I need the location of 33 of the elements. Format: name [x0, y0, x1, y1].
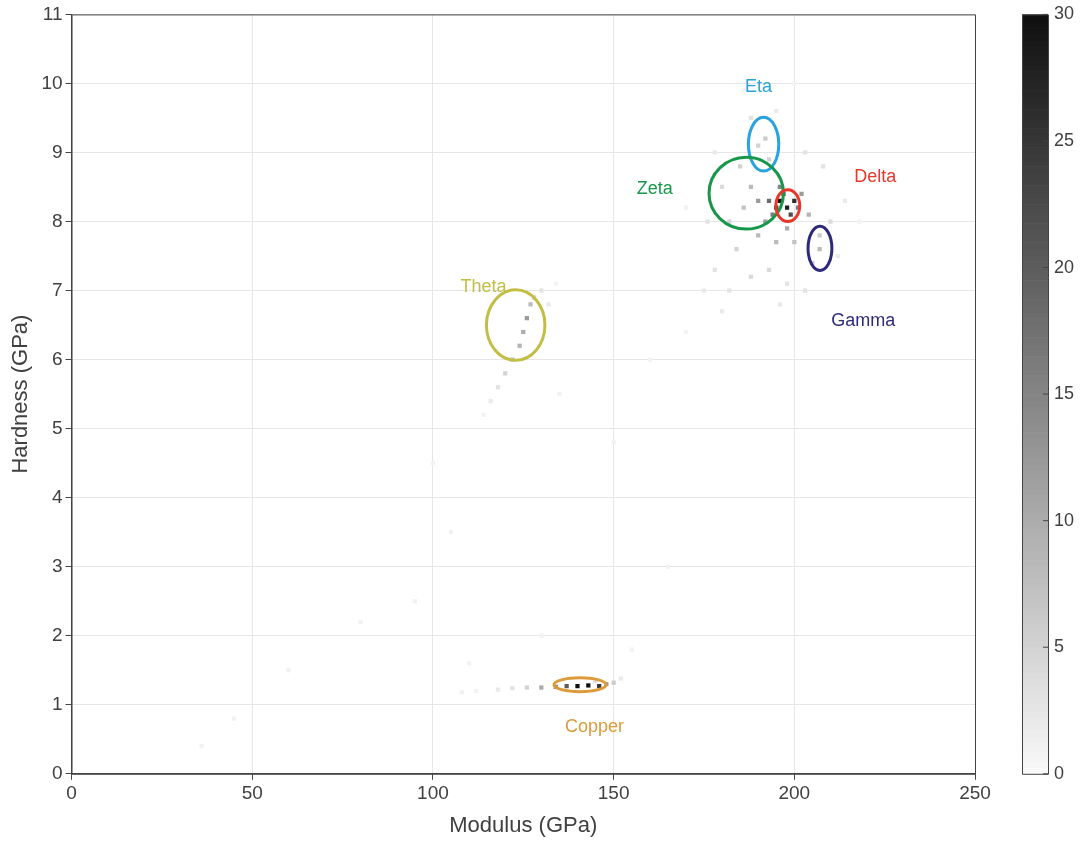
y-tick-label: 6 [51, 347, 63, 369]
y-tick-label: 9 [51, 140, 63, 162]
x-tick-label: 0 [66, 782, 77, 804]
x-tick-label: 100 [417, 782, 449, 804]
y-tick-label: 4 [51, 485, 63, 507]
color-bar-label: 30 [1054, 3, 1075, 24]
y-tick-label: 10 [41, 71, 63, 93]
x-axis-title: Modulus (GPa) [449, 811, 598, 837]
y-tick-label: 1 [51, 693, 63, 714]
annotation: Delta [854, 166, 898, 187]
y-tick-label: 2 [51, 623, 63, 645]
color-bar-label: 20 [1054, 256, 1075, 277]
y-tick-label: 11 [42, 2, 63, 24]
x-tick-label: 250 [959, 782, 991, 804]
x-tick-label: 150 [597, 782, 630, 804]
y-tick-label: 7 [51, 278, 63, 300]
annotation: Copper [564, 716, 624, 737]
annotation: Theta [460, 275, 508, 296]
y-axis-title: Hardness (GPa) [7, 314, 33, 474]
color-bar-label: 15 [1054, 383, 1075, 404]
annotation: Gamma [831, 309, 897, 330]
y-tick-label: 5 [51, 416, 63, 438]
y-tick-label: 3 [51, 554, 63, 576]
color-bar-label: 5 [1054, 636, 1065, 657]
color-bar-label: 25 [1054, 129, 1075, 150]
color-bar-label: 10 [1054, 509, 1075, 530]
y-tick-label: 0 [51, 762, 63, 784]
y-tick-label: 8 [51, 209, 63, 231]
annotation: Eta [745, 76, 774, 97]
color-bar-label: 0 [1054, 762, 1065, 783]
x-tick-label: 50 [241, 782, 263, 804]
x-tick-label: 200 [778, 782, 811, 804]
annotation: Zeta [636, 177, 674, 198]
